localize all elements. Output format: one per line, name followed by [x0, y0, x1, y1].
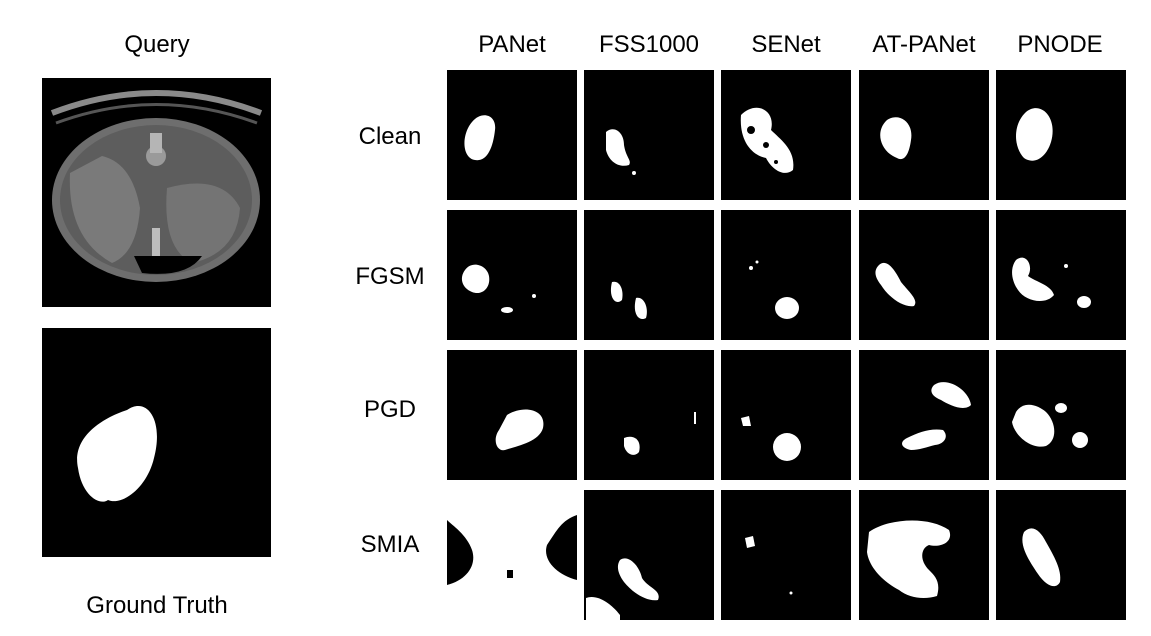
mask-smia-at-panet	[859, 490, 989, 620]
mask-smia-panet	[447, 490, 577, 620]
mask-clean-pnode	[996, 70, 1126, 200]
mask-smia-pnode	[996, 490, 1126, 620]
column-header-pnode: PNODE	[1017, 31, 1103, 58]
row-label-clean: Clean	[358, 123, 422, 150]
mask-clean-at-panet	[859, 70, 989, 200]
ground-truth-mask	[42, 328, 271, 557]
mask-pgd-at-panet	[859, 350, 989, 480]
mask-smia-senet	[721, 490, 851, 620]
mask-clean-senet	[721, 70, 851, 200]
mask-smia-fss1000	[584, 490, 714, 620]
column-header-panet: PANet	[478, 31, 546, 58]
query-ct-image	[42, 78, 271, 307]
query-label: Query	[124, 31, 190, 58]
row-label-fgsm: FGSM	[355, 263, 425, 290]
mask-pgd-panet	[447, 350, 577, 480]
mask-clean-fss1000	[584, 70, 714, 200]
column-header-fss1000: FSS1000	[598, 31, 700, 58]
mask-fgsm-panet	[447, 210, 577, 340]
column-header-at-panet: AT-PANet	[872, 31, 976, 58]
mask-fgsm-senet	[721, 210, 851, 340]
mask-fgsm-pnode	[996, 210, 1126, 340]
mask-fgsm-fss1000	[584, 210, 714, 340]
column-header-senet: SENet	[751, 31, 821, 58]
mask-pgd-senet	[721, 350, 851, 480]
row-label-smia: SMIA	[360, 531, 420, 558]
mask-fgsm-at-panet	[859, 210, 989, 340]
mask-pgd-fss1000	[584, 350, 714, 480]
ground-truth-label: Ground Truth	[86, 592, 228, 619]
row-label-pgd: PGD	[363, 396, 417, 423]
mask-clean-panet	[447, 70, 577, 200]
mask-pgd-pnode	[996, 350, 1126, 480]
